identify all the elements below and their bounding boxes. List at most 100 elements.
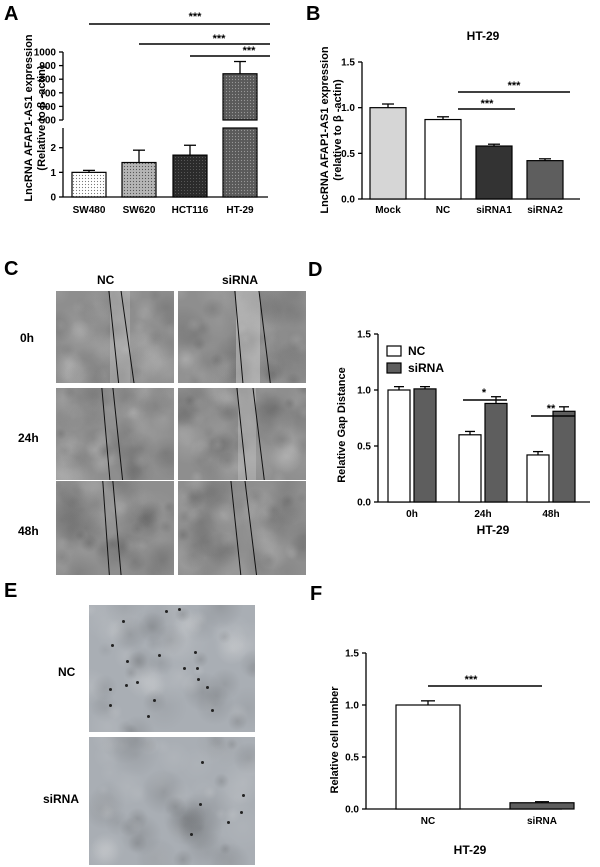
cell-dot: [210, 708, 214, 712]
y-tick-label: 1.5: [357, 330, 371, 341]
bar: [172, 154, 208, 198]
transwell-image-sirna: [89, 737, 255, 865]
cell-dot: [197, 677, 201, 681]
bar: [387, 389, 411, 503]
sig-marker: ***: [465, 674, 479, 686]
cell-dot: [177, 607, 181, 611]
cell-dot: [153, 698, 157, 702]
y-tick-label: 0.0: [357, 498, 371, 509]
cell-dot: [183, 666, 187, 670]
cell-dot: [195, 666, 199, 670]
x-tick-label: siRNA: [527, 816, 557, 827]
cell-dot: [108, 687, 112, 691]
cell-dot: [122, 620, 126, 624]
sig-marker: ***: [243, 45, 257, 57]
legend-swatch-sirna: [386, 362, 402, 374]
y-tick-label: 1000: [34, 48, 57, 59]
x-tick-label: 48h: [542, 509, 559, 520]
wound-image-48h-nc: [56, 481, 174, 575]
sig-marker: **: [547, 403, 556, 415]
panel-a-chart: A LncRNA AFAP1-AS1 expression (Relative …: [4, 3, 270, 216]
panel-label-e: E: [4, 580, 18, 602]
y-axis-label: Relative cell number: [329, 686, 341, 794]
bar: [526, 454, 550, 503]
cell-dot: [201, 760, 205, 764]
x-tick-label: NC: [421, 816, 435, 827]
cell-dot: [240, 811, 244, 815]
panel-label-a: A: [4, 3, 18, 25]
wound-image-0h-sirna: [178, 291, 306, 383]
bar: [121, 161, 157, 198]
y-tick-label: 0.0: [345, 805, 359, 816]
y-axis-label: Relative Gap Distance: [336, 367, 348, 483]
bar: [424, 118, 462, 200]
cell-dot: [164, 610, 168, 614]
x-tick-label: SW480: [73, 205, 106, 216]
bar: [509, 802, 575, 810]
y-tick-label: 1: [50, 168, 56, 179]
y-tick-label: 2: [50, 143, 56, 154]
y-axis-label-line1: LncRNA AFAP1-AS1 expression: [319, 46, 331, 214]
cell-dot: [111, 644, 115, 648]
y-tick-label: 1.0: [345, 701, 359, 712]
bar: [526, 160, 564, 200]
cell-dot: [242, 794, 246, 798]
cell-dot: [189, 833, 193, 837]
panel-f-plot: 1.5 1.0 0.5 0.0 NC siRNA: [345, 649, 575, 827]
bar: [458, 434, 482, 503]
y-tick-label: 800: [39, 75, 56, 86]
y-tick-label: 0.5: [357, 442, 371, 453]
cell-dot: [126, 659, 130, 663]
bar: [222, 73, 258, 121]
sig-marker: ***: [481, 98, 495, 110]
panel-b-chart: B HT-29 LncRNA AFAP1-AS1 expression (rel…: [306, 3, 580, 216]
x-tick-label: 0h: [406, 509, 418, 520]
cell-dot: [205, 685, 209, 689]
y-tick-label: 1.5: [345, 649, 359, 660]
bar: [71, 171, 107, 198]
bar: [413, 388, 437, 503]
wound-image-48h-sirna: [178, 481, 306, 575]
panel-c: C NC siRNA 0h 24h 48h: [0, 255, 310, 575]
cell-dot: [124, 683, 128, 687]
bar: [484, 402, 508, 503]
sig-marker: ***: [189, 11, 203, 23]
y-tick-label: 1.0: [357, 386, 371, 397]
sig-marker: ***: [508, 80, 522, 92]
bar: [395, 704, 461, 810]
sig-marker: *: [482, 387, 487, 399]
x-tick-label: siRNA1: [476, 205, 512, 216]
column-label-sirna: siRNA: [222, 273, 259, 287]
y-tick-label: 700: [39, 88, 56, 99]
row-label-24h: 24h: [18, 431, 39, 445]
y-tick-label: 1.0: [341, 103, 355, 114]
sig-marker: ***: [213, 33, 227, 45]
y-tick-label: 0.5: [345, 753, 359, 764]
panel-label-f: F: [310, 583, 322, 605]
legend-swatch-nc: [386, 345, 402, 357]
panel-label-b: B: [306, 3, 320, 25]
x-axis-title: HT-29: [454, 843, 487, 857]
row-label-0h: 0h: [20, 331, 35, 345]
legend-label-sirna: siRNA: [408, 361, 444, 375]
y-axis-label-line2: (Relative to β -actin): [36, 65, 48, 170]
wound-image-24h-nc: [56, 388, 174, 480]
y-tick-label: 0: [50, 193, 56, 204]
cell-dot: [158, 654, 162, 658]
cell-dot: [109, 703, 113, 707]
chart-title: HT-29: [467, 29, 500, 43]
y-tick-label: 0.5: [341, 149, 355, 160]
bar: [369, 107, 407, 200]
x-tick-label: Mock: [375, 205, 401, 216]
x-axis-title: HT-29: [477, 523, 510, 537]
y-axis-label-line2: (relative to β -actin): [332, 79, 344, 181]
cell-dot: [198, 803, 202, 807]
cell-dot: [194, 651, 198, 655]
wound-image-24h-sirna: [178, 388, 306, 480]
panel-f-chart: F Relative cell number 1.5 1.0 0.5 0.0 NC siR…: [310, 583, 575, 857]
x-tick-label: 24h: [474, 509, 491, 520]
cell-dot: [227, 820, 231, 824]
panel-a-plot: 2 1 0 1000 900 800 700 600 500 SW480 SW620 HCT116 HT…: [34, 23, 270, 216]
x-tick-label: SW620: [123, 205, 156, 216]
